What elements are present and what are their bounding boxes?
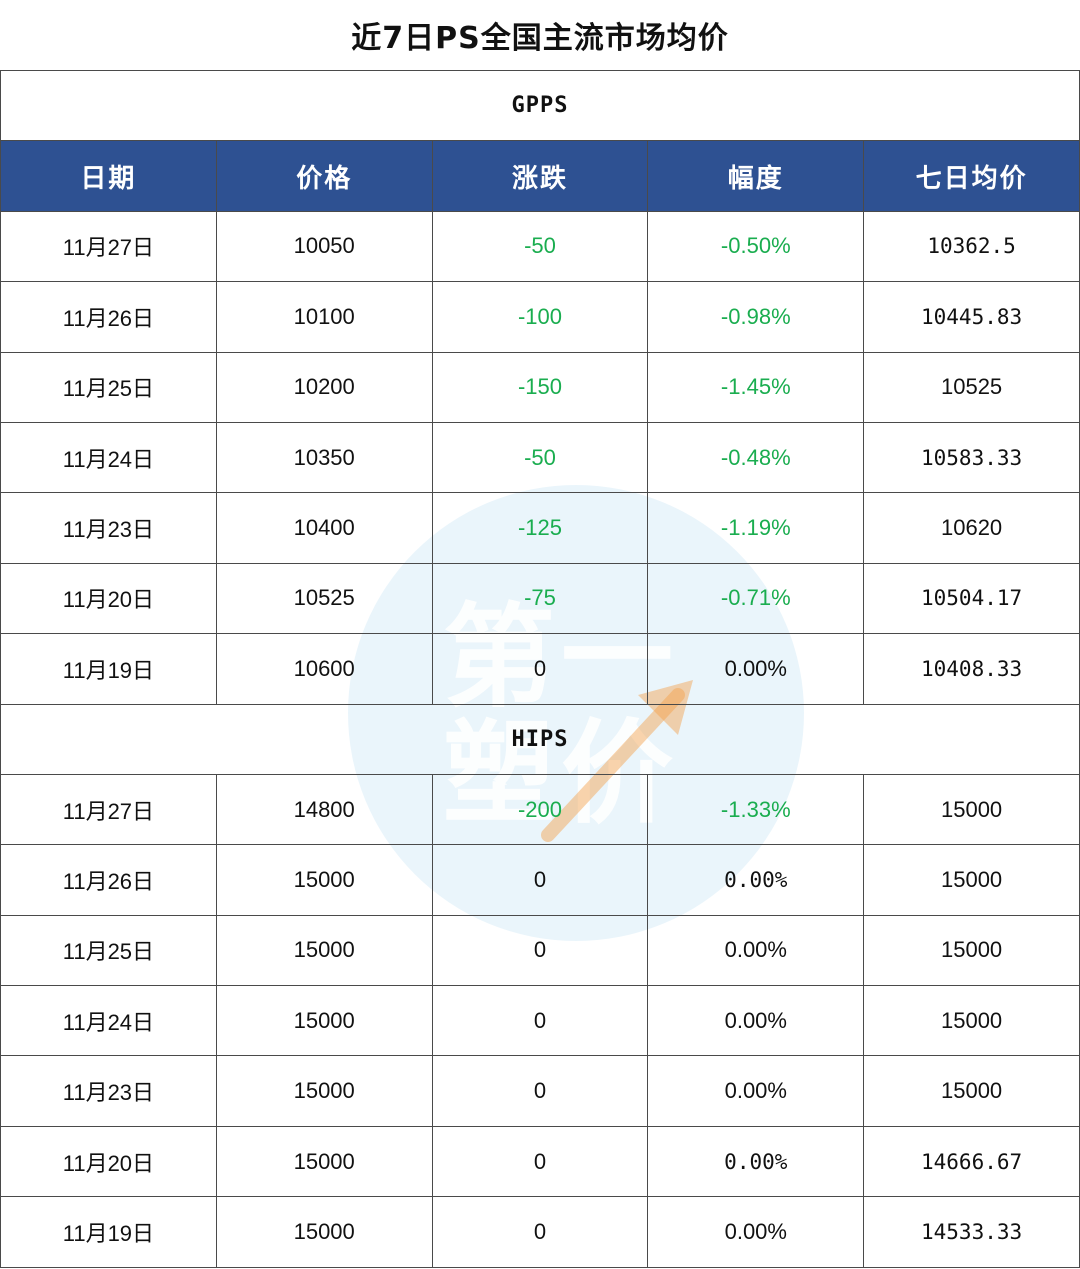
cell-price: 15000 xyxy=(216,1126,433,1198)
page-title: 近7日PS全国主流市场均价 xyxy=(351,21,729,56)
cell-7day-average: 15000 xyxy=(864,1056,1080,1127)
table-row: 11月27日 14800 -200 -1.33% 15000 xyxy=(1,774,1080,846)
section-row-gpps: GPPS xyxy=(1,71,1080,142)
cell-price: 15000 xyxy=(216,986,433,1057)
header-row: 日期 价格 涨跌 幅度 七日均价 xyxy=(1,141,1080,212)
cell-change: 0 xyxy=(432,634,649,705)
table-row: 11月26日 15000 0 0.00% 15000 xyxy=(1,845,1080,916)
cell-change: 0 xyxy=(432,986,649,1057)
cell-change: -75 xyxy=(432,563,649,635)
cell-date: 11月19日 xyxy=(1,634,217,705)
table-row: 11月26日 10100 -100 -0.98% 10445.83 xyxy=(1,282,1080,353)
cell-7day-average: 15000 xyxy=(864,986,1080,1057)
cell-date: 11月27日 xyxy=(1,774,217,846)
cell-price: 10100 xyxy=(216,282,433,353)
cell-price: 15000 xyxy=(216,845,433,916)
cell-percent: 0.00% xyxy=(648,1126,865,1198)
cell-date: 11月25日 xyxy=(1,352,217,423)
gpps-rows: 11月27日 10050 -50 -0.50% 10362.5 11月26日 10100 -1… xyxy=(1,211,1080,705)
cell-percent: 0.00% xyxy=(648,1056,865,1127)
table-row: 11月27日 10050 -50 -0.50% 10362.5 xyxy=(1,211,1080,283)
cell-percent: -0.98% xyxy=(648,282,865,353)
table-row: 11月19日 15000 0 0.00% 14533.33 xyxy=(1,1197,1080,1268)
table-row: 11月24日 10350 -50 -0.48% 10583.33 xyxy=(1,422,1080,494)
cell-price: 10050 xyxy=(216,211,433,283)
cell-percent: -0.48% xyxy=(648,422,865,494)
cell-change: -125 xyxy=(432,493,649,564)
header-price: 价格 xyxy=(216,141,433,212)
header-percent: 幅度 xyxy=(648,141,865,212)
cell-percent: 0.00% xyxy=(648,634,865,705)
cell-date: 11月25日 xyxy=(1,915,217,987)
cell-change: -150 xyxy=(432,352,649,423)
cell-percent: 0.00% xyxy=(648,845,865,916)
cell-change: 0 xyxy=(432,1056,649,1127)
section-label: HIPS xyxy=(1,704,1080,775)
cell-7day-average: 14666.67 xyxy=(864,1126,1080,1198)
cell-7day-average: 10525 xyxy=(864,352,1080,423)
cell-percent: 0.00% xyxy=(648,1197,865,1268)
cell-price: 10600 xyxy=(216,634,433,705)
cell-price: 15000 xyxy=(216,915,433,987)
cell-change: 0 xyxy=(432,1197,649,1268)
header-date: 日期 xyxy=(1,141,217,212)
cell-7day-average: 10445.83 xyxy=(864,282,1080,353)
cell-date: 11月24日 xyxy=(1,422,217,494)
cell-percent: -1.45% xyxy=(648,352,865,423)
cell-date: 11月24日 xyxy=(1,986,217,1057)
table-row: 11月25日 10200 -150 -1.45% 10525 xyxy=(1,352,1080,423)
cell-change: 0 xyxy=(432,845,649,916)
cell-7day-average: 10504.17 xyxy=(864,563,1080,635)
cell-percent: -1.33% xyxy=(648,774,865,846)
cell-date: 11月19日 xyxy=(1,1197,217,1268)
cell-change: 0 xyxy=(432,915,649,987)
cell-7day-average: 10620 xyxy=(864,493,1080,564)
cell-percent: 0.00% xyxy=(648,986,865,1057)
cell-date: 11月26日 xyxy=(1,845,217,916)
cell-7day-average: 15000 xyxy=(864,915,1080,987)
cell-change: -50 xyxy=(432,422,649,494)
cell-date: 11月23日 xyxy=(1,1056,217,1127)
cell-7day-average: 10408.33 xyxy=(864,634,1080,705)
section-label: GPPS xyxy=(1,71,1080,142)
table-row: 11月20日 15000 0 0.00% 14666.67 xyxy=(1,1126,1080,1198)
cell-date: 11月20日 xyxy=(1,563,217,635)
cell-change: 0 xyxy=(432,1126,649,1198)
cell-7day-average: 14533.33 xyxy=(864,1197,1080,1268)
cell-date: 11月26日 xyxy=(1,282,217,353)
cell-7day-average: 10583.33 xyxy=(864,422,1080,494)
cell-change: -100 xyxy=(432,282,649,353)
hips-rows: 11月27日 14800 -200 -1.33% 15000 11月26日 15000 0 0.… xyxy=(1,774,1080,1268)
cell-percent: -1.19% xyxy=(648,493,865,564)
table-row: 11月24日 15000 0 0.00% 15000 xyxy=(1,986,1080,1057)
cell-change: -50 xyxy=(432,211,649,283)
cell-price: 15000 xyxy=(216,1197,433,1268)
cell-date: 11月27日 xyxy=(1,211,217,283)
price-table: GPPS 日期 价格 涨跌 幅度 七日均价 11月27日 10050 -50 -0.5… xyxy=(0,70,1080,1268)
cell-7day-average: 10362.5 xyxy=(864,211,1080,283)
cell-change: -200 xyxy=(432,774,649,846)
header-change: 涨跌 xyxy=(432,141,649,212)
cell-7day-average: 15000 xyxy=(864,774,1080,846)
cell-price: 14800 xyxy=(216,774,433,846)
cell-7day-average: 15000 xyxy=(864,845,1080,916)
cell-date: 11月20日 xyxy=(1,1126,217,1198)
table-row: 11月23日 10400 -125 -1.19% 10620 xyxy=(1,493,1080,564)
section-row-hips: HIPS xyxy=(1,704,1080,775)
cell-date: 11月23日 xyxy=(1,493,217,564)
cell-price: 10200 xyxy=(216,352,433,423)
header-7day-average: 七日均价 xyxy=(864,141,1080,212)
cell-price: 15000 xyxy=(216,1056,433,1127)
table-row: 11月19日 10600 0 0.00% 10408.33 xyxy=(1,634,1080,705)
table-row: 11月20日 10525 -75 -0.71% 10504.17 xyxy=(1,563,1080,635)
table-row: 11月25日 15000 0 0.00% 15000 xyxy=(1,915,1080,987)
table-row: 11月23日 15000 0 0.00% 15000 xyxy=(1,1056,1080,1127)
cell-percent: 0.00% xyxy=(648,915,865,987)
cell-price: 10350 xyxy=(216,422,433,494)
cell-percent: -0.50% xyxy=(648,211,865,283)
cell-percent: -0.71% xyxy=(648,563,865,635)
cell-price: 10525 xyxy=(216,563,433,635)
cell-price: 10400 xyxy=(216,493,433,564)
